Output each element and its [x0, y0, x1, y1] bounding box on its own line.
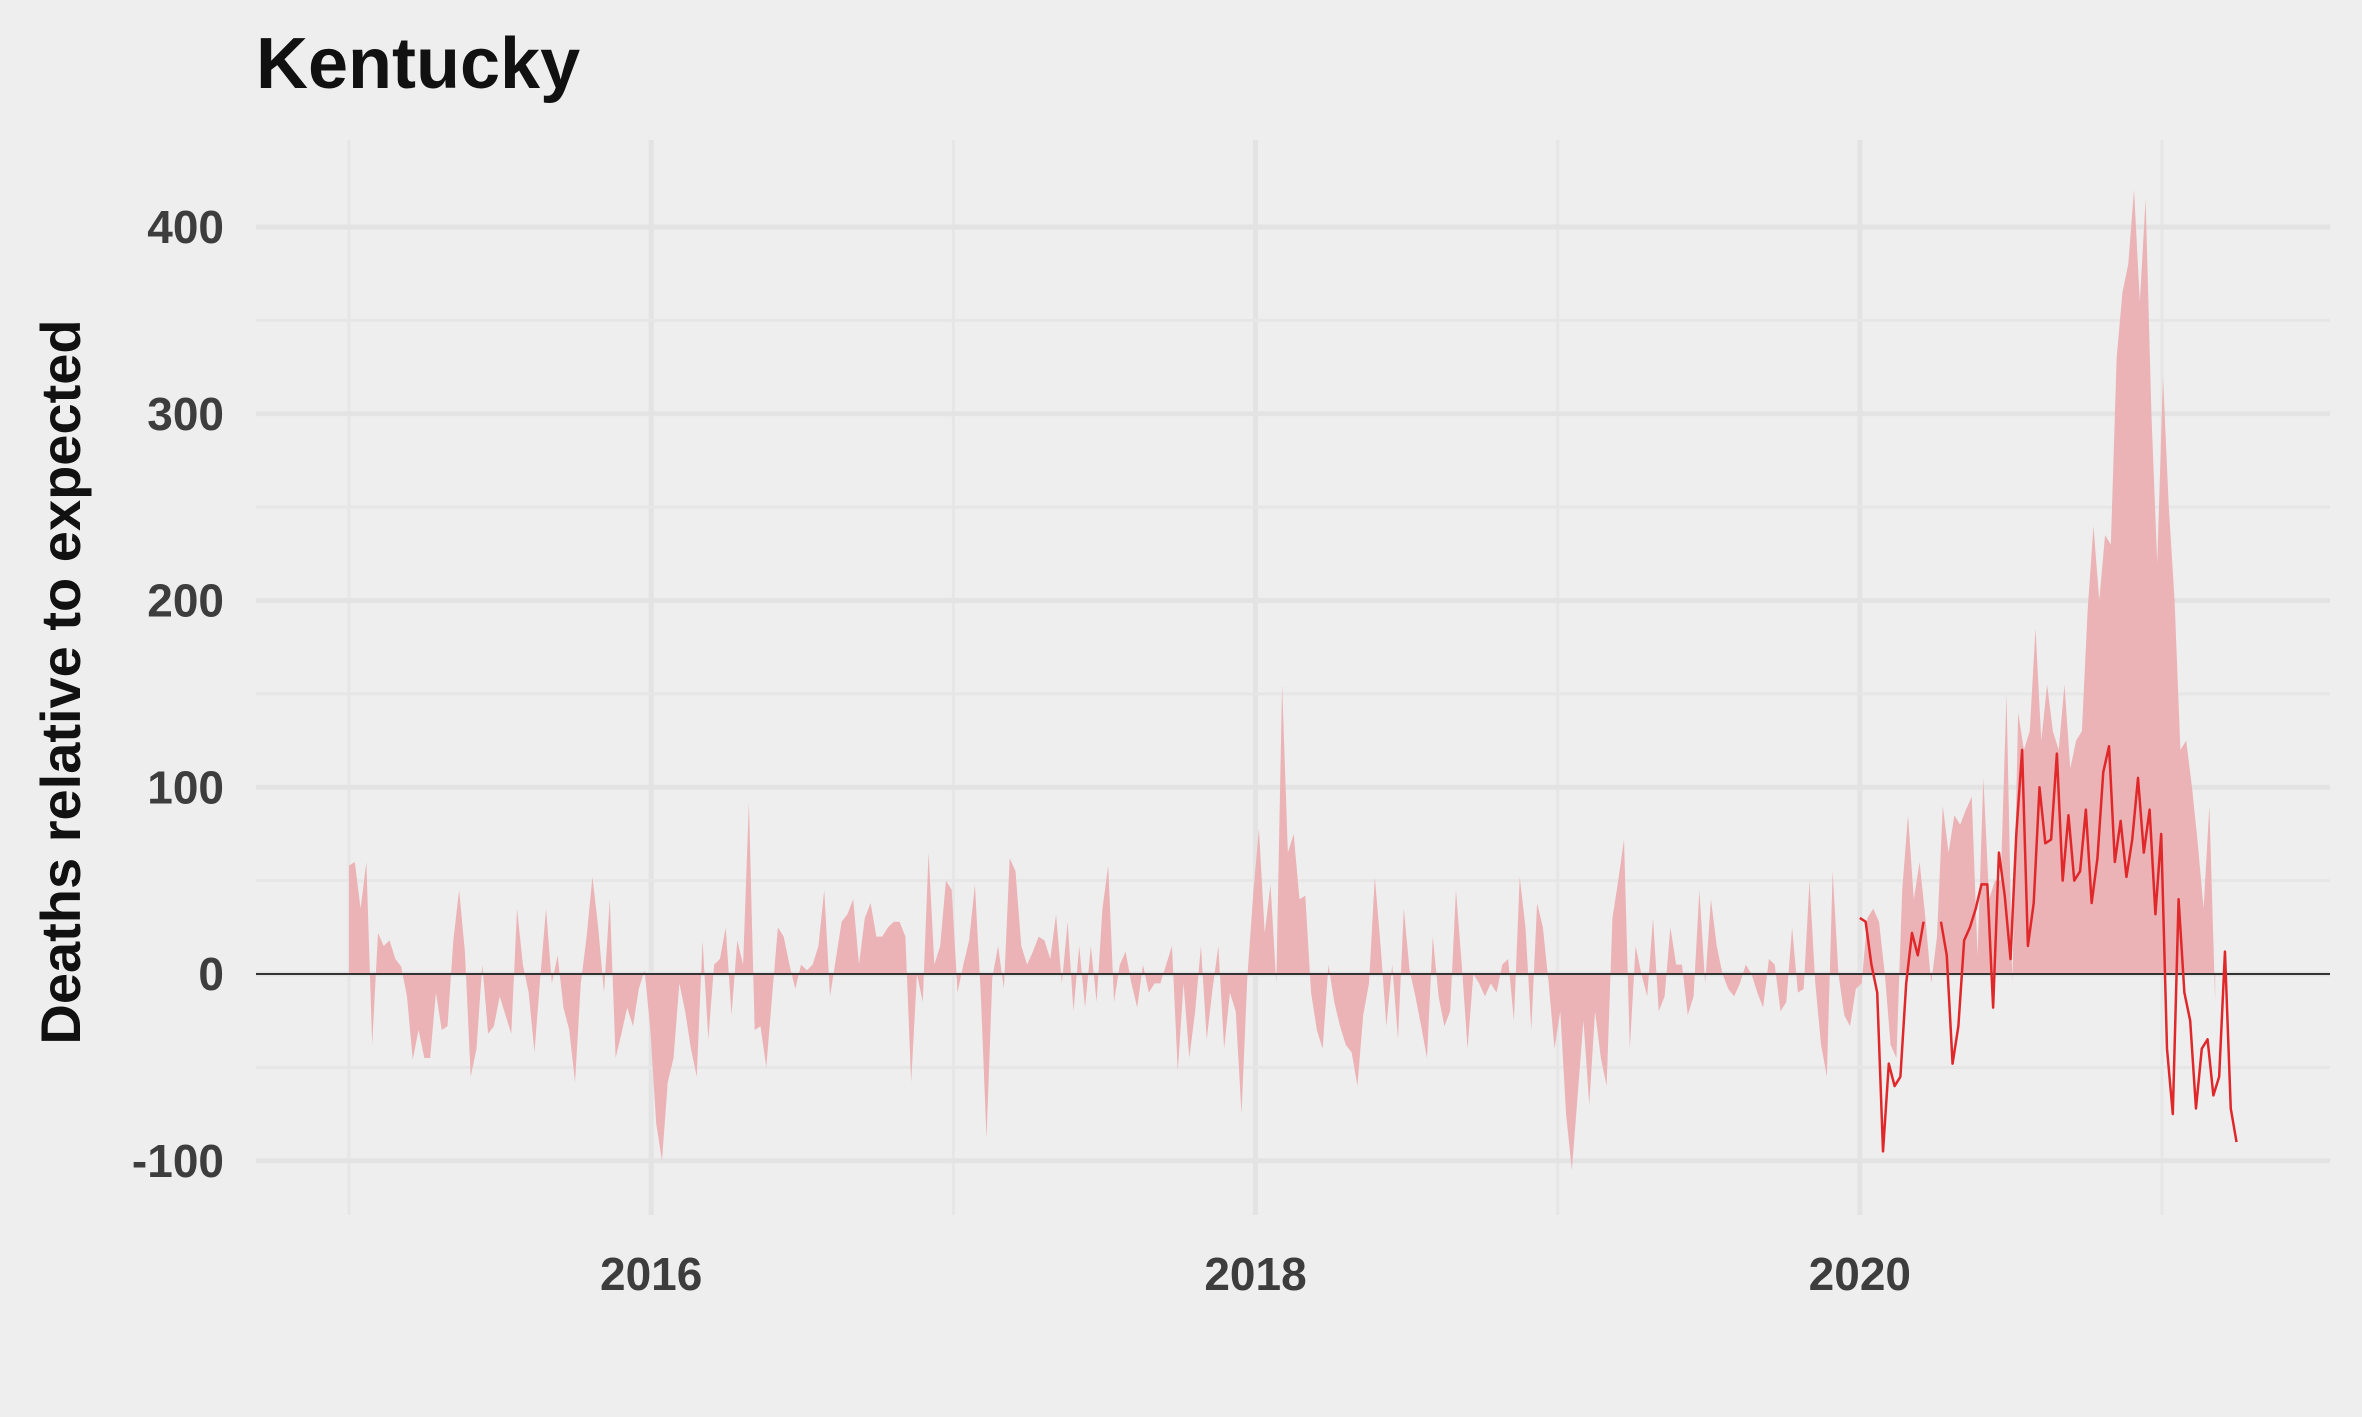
line-path — [1859, 744, 2238, 1153]
chart-title: Kentucky — [256, 24, 580, 104]
line-series — [1859, 744, 2238, 1153]
y-tick-label: -100 — [132, 1135, 224, 1187]
y-tick-label: 300 — [147, 388, 224, 440]
x-tick-label: 2016 — [600, 1248, 702, 1300]
y-tick-label: 0 — [198, 948, 224, 1000]
x-axis-tick-labels: 2016 2018 2020 — [600, 1248, 1911, 1300]
y-tick-label: 100 — [147, 761, 224, 813]
gridlines — [256, 140, 2330, 1215]
y-axis-tick-labels: -100 0 100 200 300 400 — [132, 201, 224, 1187]
y-axis-label: Deaths relative to expected — [29, 319, 92, 1044]
y-tick-label: 400 — [147, 201, 224, 253]
y-tick-label: 200 — [147, 575, 224, 627]
x-tick-label: 2018 — [1204, 1248, 1306, 1300]
x-tick-label: 2020 — [1809, 1248, 1911, 1300]
